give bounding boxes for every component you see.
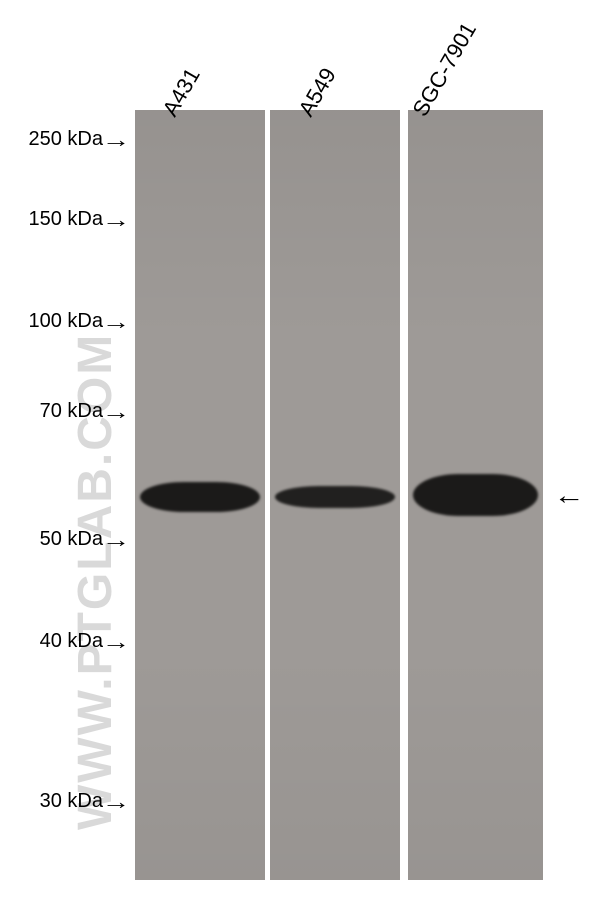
blot-canvas: WWW.PTGLAB.COM 250 kDa → 150 kDa → 100 k…: [0, 0, 600, 903]
ladder-label: 70 kDa: [3, 400, 103, 423]
ladder-arrow-icon: →: [102, 629, 131, 655]
ladder-label: 150 kDa: [3, 208, 103, 231]
lane-3: [408, 110, 543, 880]
ladder-label: 50 kDa: [3, 528, 103, 551]
ladder-arrow-icon: →: [102, 309, 131, 335]
band-lane2: [275, 486, 395, 508]
ladder-arrow-icon: →: [102, 127, 131, 153]
ladder-label: 250 kDa: [3, 128, 103, 151]
ladder-label: 100 kDa: [3, 310, 103, 333]
ladder-arrow-icon: →: [102, 789, 131, 815]
ladder-label: 40 kDa: [3, 630, 103, 653]
ladder-arrow-icon: →: [102, 207, 131, 233]
band-lane3: [413, 474, 537, 516]
ladder-arrow-icon: →: [102, 527, 131, 553]
band-pointer-arrow-icon: ←: [553, 480, 584, 511]
band-lane1: [140, 482, 260, 512]
lane-2: [270, 110, 400, 880]
lane-label-3: SGC-7901: [407, 18, 481, 121]
lane-1: [135, 110, 265, 880]
ladder-label: 30 kDa: [3, 790, 103, 813]
ladder-arrow-icon: →: [102, 399, 131, 425]
